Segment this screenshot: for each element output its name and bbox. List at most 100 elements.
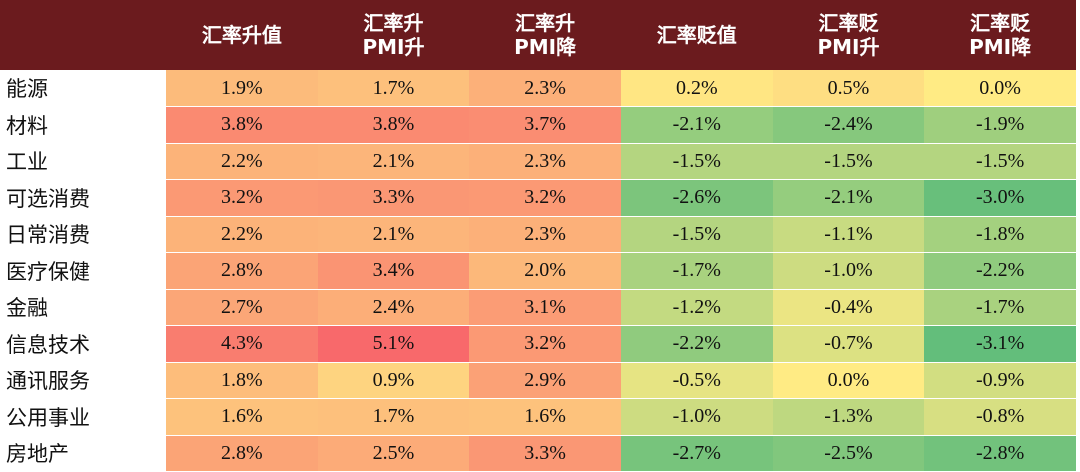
heatmap-cell: -1.5% bbox=[772, 143, 925, 180]
heatmap-body: 能源 1.9% 1.7% 2.3% 0.2% 0.5% 0.0% 材料 3.8% 3.8% 3.7%… bbox=[0, 70, 1076, 472]
row-label: 工业 bbox=[0, 143, 166, 180]
heatmap-cell: 2.4% bbox=[317, 289, 470, 326]
heatmap-cell: -2.6% bbox=[620, 179, 773, 217]
heatmap-cell: 2.2% bbox=[166, 143, 318, 180]
row-label: 房地产 bbox=[0, 435, 166, 472]
heatmap-cell: 0.0% bbox=[924, 70, 1076, 107]
column-header-line: 汇率贬 bbox=[818, 11, 879, 35]
table-row: 通讯服务 1.8% 0.9% 2.9% -0.5% 0.0% -0.9% bbox=[0, 362, 1076, 399]
heatmap-cell: -2.5% bbox=[772, 435, 925, 472]
heatmap-cell: 3.4% bbox=[317, 252, 470, 290]
heatmap-cell: -2.2% bbox=[620, 325, 773, 363]
column-header-line: PMI升 bbox=[817, 35, 880, 59]
column-header-line: PMI降 bbox=[514, 35, 577, 59]
table-row: 信息技术 4.3% 5.1% 3.2% -2.2% -0.7% -3.1% bbox=[0, 325, 1076, 363]
heatmap-cell: 3.8% bbox=[317, 106, 470, 144]
column-header: 汇率升 PMI升 bbox=[317, 0, 470, 70]
heatmap-cell: 2.1% bbox=[317, 216, 470, 253]
column-header: 汇率贬 PMI升 bbox=[772, 0, 925, 70]
heatmap-cell: 1.8% bbox=[166, 362, 318, 399]
table-row: 能源 1.9% 1.7% 2.3% 0.2% 0.5% 0.0% bbox=[0, 70, 1076, 107]
heatmap-cell: 1.6% bbox=[166, 398, 318, 436]
row-label: 信息技术 bbox=[0, 325, 166, 362]
column-header: 汇率贬 PMI降 bbox=[924, 0, 1076, 70]
row-label: 金融 bbox=[0, 289, 166, 326]
heatmap-cell: 0.2% bbox=[620, 70, 773, 107]
column-header: 汇率贬值 bbox=[620, 0, 773, 70]
table-row: 公用事业 1.6% 1.7% 1.6% -1.0% -1.3% -0.8% bbox=[0, 398, 1076, 436]
heatmap-cell: -0.5% bbox=[620, 362, 773, 399]
heatmap-cell: 2.2% bbox=[166, 216, 318, 253]
heatmap-cell: 4.3% bbox=[166, 325, 318, 363]
heatmap-cell: -3.1% bbox=[924, 325, 1076, 363]
heatmap-cell: 0.5% bbox=[772, 70, 925, 107]
row-label: 可选消费 bbox=[0, 179, 166, 216]
row-label: 材料 bbox=[0, 106, 166, 143]
row-label: 公用事业 bbox=[0, 398, 166, 435]
row-label: 日常消费 bbox=[0, 216, 166, 253]
table-row: 医疗保健 2.8% 3.4% 2.0% -1.7% -1.0% -2.2% bbox=[0, 252, 1076, 290]
heatmap-cell: 2.7% bbox=[166, 289, 318, 326]
heatmap-cell: -0.7% bbox=[772, 325, 925, 363]
heatmap-cell: 2.3% bbox=[469, 143, 621, 180]
heatmap-cell: 3.2% bbox=[166, 179, 318, 217]
heatmap-cell: 2.8% bbox=[166, 435, 318, 472]
column-header-line: 汇率贬 bbox=[970, 11, 1031, 35]
heatmap-cell: -2.2% bbox=[924, 252, 1076, 290]
heatmap-cell: -1.2% bbox=[620, 289, 773, 326]
column-header-line: PMI降 bbox=[969, 35, 1032, 59]
table-row: 工业 2.2% 2.1% 2.3% -1.5% -1.5% -1.5% bbox=[0, 143, 1076, 180]
heatmap-cell: 3.8% bbox=[166, 106, 318, 144]
table-row: 可选消费 3.2% 3.3% 3.2% -2.6% -2.1% -3.0% bbox=[0, 179, 1076, 217]
heatmap-cell: 3.2% bbox=[469, 325, 621, 363]
heatmap-cell: -1.0% bbox=[772, 252, 925, 290]
heatmap-cell: 1.7% bbox=[317, 398, 470, 436]
heatmap-cell: 2.9% bbox=[469, 362, 621, 399]
heatmap-cell: -1.0% bbox=[620, 398, 773, 436]
heatmap-cell: 3.3% bbox=[469, 435, 621, 472]
heatmap-cell: -0.8% bbox=[924, 398, 1076, 436]
heatmap-cell: 3.7% bbox=[469, 106, 621, 144]
table-row: 房地产 2.8% 2.5% 3.3% -2.7% -2.5% -2.8% bbox=[0, 435, 1076, 472]
heatmap-cell: 2.3% bbox=[469, 70, 621, 107]
heatmap-cell: -2.8% bbox=[924, 435, 1076, 472]
heatmap-cell: 0.0% bbox=[772, 362, 925, 399]
heatmap-cell: 1.7% bbox=[317, 70, 470, 107]
heatmap-cell: -3.0% bbox=[924, 179, 1076, 217]
heatmap-cell: 2.0% bbox=[469, 252, 621, 290]
column-header-line: 汇率升 bbox=[515, 11, 576, 35]
heatmap-cell: 0.9% bbox=[317, 362, 470, 399]
heatmap-cell: -1.3% bbox=[772, 398, 925, 436]
header-row: 汇率升值 汇率升 PMI升 汇率升 PMI降 汇率贬值 汇率贬 PMI升 汇率贬 PMI降 bbox=[0, 0, 1076, 70]
heatmap-cell: -1.5% bbox=[620, 143, 773, 180]
heatmap-cell: -1.7% bbox=[924, 289, 1076, 326]
column-header-line: PMI升 bbox=[362, 35, 425, 59]
table-row: 日常消费 2.2% 2.1% 2.3% -1.5% -1.1% -1.8% bbox=[0, 216, 1076, 253]
heatmap-cell: -2.1% bbox=[772, 179, 925, 217]
heatmap-cell: -1.7% bbox=[620, 252, 773, 290]
heatmap-cell: -1.9% bbox=[924, 106, 1076, 144]
heatmap-cell: 3.1% bbox=[469, 289, 621, 326]
heatmap-cell: -0.4% bbox=[772, 289, 925, 326]
heatmap-cell: 3.3% bbox=[317, 179, 470, 217]
row-label: 通讯服务 bbox=[0, 362, 166, 399]
heatmap-cell: -2.7% bbox=[620, 435, 773, 472]
heatmap-cell: 2.8% bbox=[166, 252, 318, 290]
heatmap-cell: 2.1% bbox=[317, 143, 470, 180]
heatmap-cell: 1.9% bbox=[166, 70, 318, 107]
column-header: 汇率升 PMI降 bbox=[469, 0, 621, 70]
heatmap-cell: -2.4% bbox=[772, 106, 925, 144]
row-label: 医疗保健 bbox=[0, 252, 166, 289]
table-row: 材料 3.8% 3.8% 3.7% -2.1% -2.4% -1.9% bbox=[0, 106, 1076, 144]
heatmap-cell: 2.5% bbox=[317, 435, 470, 472]
heatmap-cell: 3.2% bbox=[469, 179, 621, 217]
heatmap-cell: 1.6% bbox=[469, 398, 621, 436]
heatmap-cell: -0.9% bbox=[924, 362, 1076, 399]
heatmap-header: 汇率升值 汇率升 PMI升 汇率升 PMI降 汇率贬值 汇率贬 PMI升 汇率贬 PMI降 bbox=[0, 0, 1076, 70]
heatmap-cell: 2.3% bbox=[469, 216, 621, 253]
column-header-line: 汇率升值 bbox=[201, 23, 282, 47]
heatmap-cell: -1.1% bbox=[772, 216, 925, 253]
heatmap-cell: -1.8% bbox=[924, 216, 1076, 253]
row-label: 能源 bbox=[0, 70, 166, 107]
